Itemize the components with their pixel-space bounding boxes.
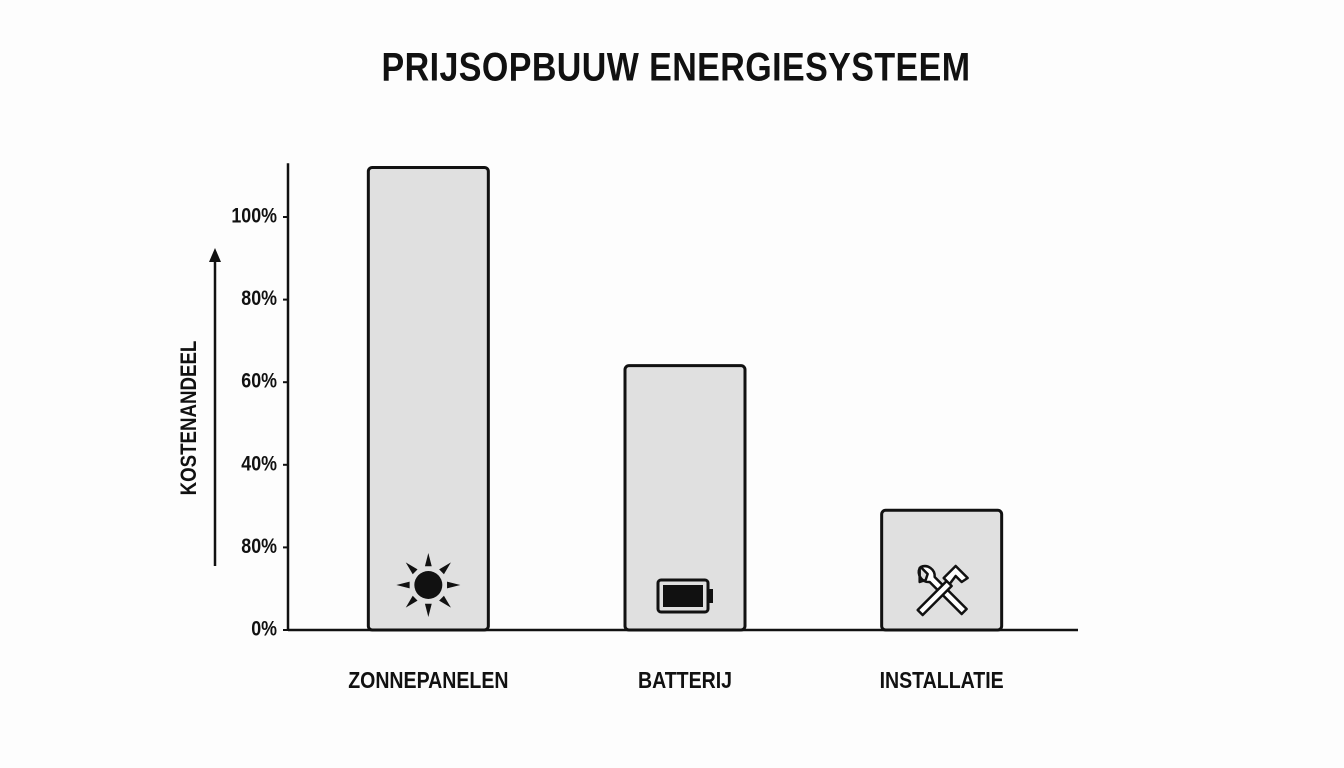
- sun-core: [414, 571, 443, 599]
- x-tick-label: INSTALLATIE: [880, 668, 1004, 694]
- sun-ray: [405, 595, 418, 608]
- sun-ray: [424, 553, 432, 567]
- y-axis-arrow: [209, 248, 221, 566]
- battery-tip: [708, 589, 713, 603]
- x-tick-label: ZONNEPANELEN: [348, 668, 508, 694]
- sun-ray: [405, 562, 418, 575]
- x-tick-label: BATTERIJ: [638, 668, 732, 694]
- hammer: [916, 564, 969, 617]
- y-tick-label: 0%: [251, 617, 277, 641]
- y-tick-label: 80%: [241, 287, 277, 311]
- chart-title: PRIJSOPBUUW ENERGIESYSTEEM: [382, 44, 971, 89]
- y-tick-label: 40%: [241, 452, 277, 476]
- sun-ray: [396, 581, 410, 589]
- sun-ray: [424, 603, 432, 617]
- battery-fill: [663, 585, 703, 607]
- sun-icon: [396, 553, 461, 617]
- sun-ray: [439, 562, 451, 575]
- bar: [880, 508, 1004, 632]
- battery-icon: [656, 578, 713, 614]
- y-axis-label: KOSTENANDEEL: [177, 341, 201, 496]
- sun-ray: [447, 581, 461, 589]
- y-tick-label: 60%: [241, 369, 277, 393]
- y-tick-label: 80%: [241, 535, 277, 559]
- y-tick-label: 100%: [231, 204, 277, 228]
- sun-ray: [439, 595, 451, 608]
- tools-icon: [916, 564, 969, 617]
